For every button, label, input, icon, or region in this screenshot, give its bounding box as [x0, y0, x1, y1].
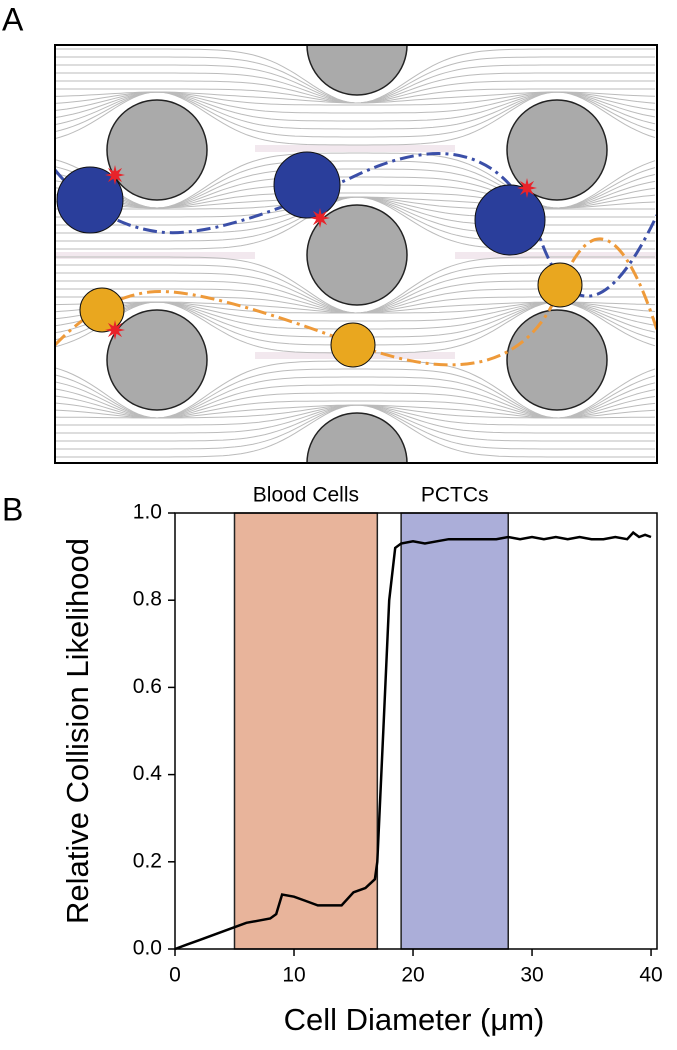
chart: Cell Diameter (μm) Relative Collision Li…	[60, 484, 663, 1038]
line	[174, 530, 652, 951]
y-tick-label: 0.4	[133, 762, 163, 785]
post	[306, 412, 408, 463]
band	[233, 512, 379, 950]
band-label: Blood Cells	[253, 484, 359, 507]
y-tick-label: 0.8	[133, 588, 162, 611]
x-axis-title: Cell Diameter (μm)	[284, 1002, 545, 1037]
zone	[55, 252, 255, 259]
zone	[255, 145, 455, 152]
plot-frame	[174, 512, 658, 950]
x-tick-label: 10	[282, 964, 305, 987]
post	[306, 45, 408, 96]
collision	[310, 208, 330, 228]
cell	[537, 262, 583, 308]
y-tick-label: 1.0	[133, 501, 162, 524]
streamline	[55, 91, 656, 146]
flow-diagram	[55, 45, 657, 463]
x-tick-label: 40	[639, 964, 662, 987]
collision	[105, 320, 125, 340]
cell	[79, 287, 125, 333]
band-label: PCTCs	[421, 484, 489, 507]
cell	[56, 166, 124, 234]
streamline	[55, 196, 655, 250]
collision	[105, 165, 125, 185]
streamline	[55, 404, 655, 458]
y-axis-title: Relative Collision Likelihood	[60, 538, 95, 924]
cell	[474, 184, 546, 256]
post	[306, 204, 408, 306]
panel-label: B	[2, 491, 23, 527]
diagram-frame	[54, 44, 658, 464]
y-tick-label: 0.0	[133, 937, 162, 960]
panel-label: A	[2, 1, 24, 37]
cell	[330, 322, 376, 368]
zone	[455, 252, 657, 259]
post	[106, 99, 208, 201]
cell	[273, 151, 341, 219]
band	[400, 512, 509, 950]
collisions	[105, 165, 537, 340]
x-tick-label: 20	[401, 964, 424, 987]
posts	[106, 45, 608, 463]
x-tick-label: 30	[520, 964, 543, 987]
trajectory	[55, 237, 657, 367]
post	[106, 309, 208, 411]
collision	[517, 178, 537, 198]
post	[506, 99, 608, 201]
x-tick-label: 0	[169, 964, 181, 987]
y-tick-label: 0.6	[133, 675, 162, 698]
post	[506, 309, 608, 411]
y-tick-label: 0.2	[133, 849, 162, 872]
